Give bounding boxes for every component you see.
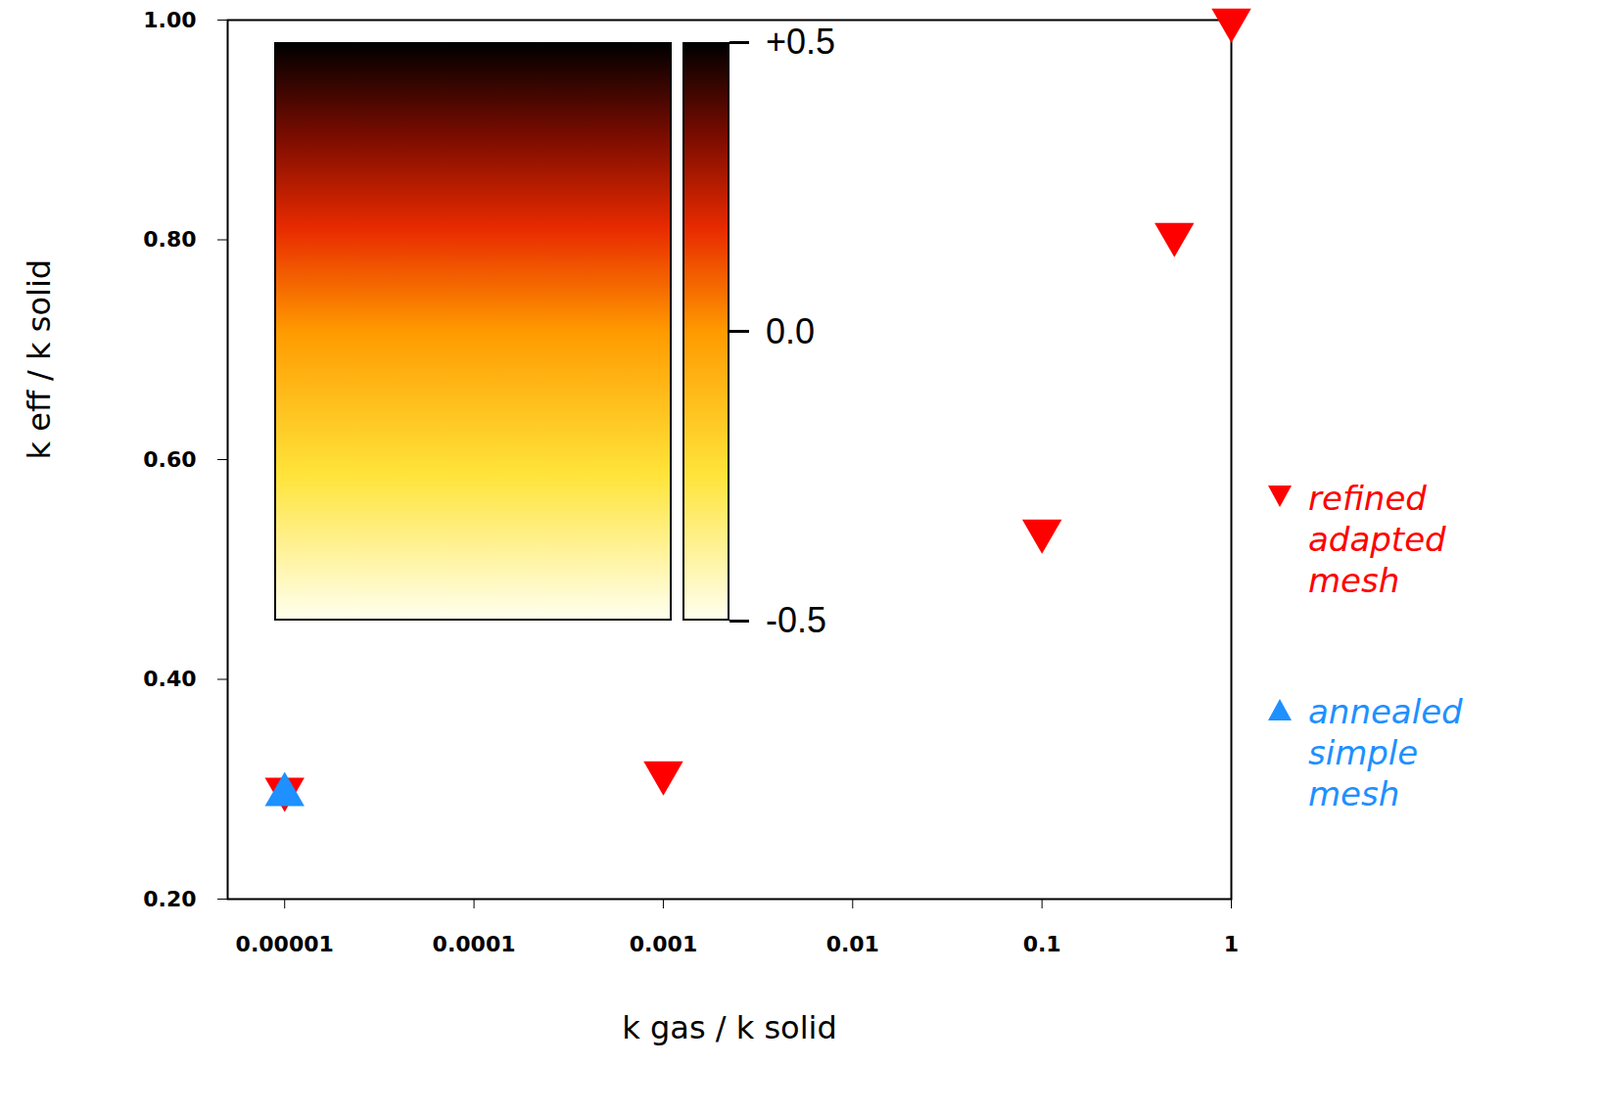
- svg-text:0.80: 0.80: [142, 227, 196, 252]
- svg-text:k gas / k solid: k gas / k solid: [621, 1009, 837, 1047]
- svg-text:1.00: 1.00: [142, 7, 196, 33]
- svg-text:0.40: 0.40: [142, 666, 196, 692]
- html-text:adapted: adapted: [1308, 519, 1446, 560]
- svg-text:1: 1: [1223, 932, 1239, 957]
- svg-text:0.1: 0.1: [1023, 932, 1062, 957]
- svg-text:0.60: 0.60: [142, 447, 196, 472]
- svg-text:0.001: 0.001: [629, 932, 699, 957]
- svg-text:0.01: 0.01: [826, 932, 880, 957]
- html-text:0.0: 0.0: [765, 310, 815, 352]
- html-text:mesh: mesh: [1308, 561, 1400, 601]
- html-text:mesh: mesh: [1308, 774, 1400, 814]
- svg-text:0.00001: 0.00001: [235, 932, 334, 957]
- html-text:simple: simple: [1308, 733, 1419, 773]
- html-text:annealed: annealed: [1308, 692, 1463, 732]
- svg-text:0.20: 0.20: [142, 887, 196, 912]
- html-text:-0.5: -0.5: [765, 600, 827, 641]
- svg-text:k eff / k solid: k eff / k solid: [20, 259, 58, 461]
- html-text:+0.5: +0.5: [765, 21, 836, 62]
- html-text:refined: refined: [1308, 478, 1427, 518]
- svg-text:0.0001: 0.0001: [432, 932, 517, 957]
